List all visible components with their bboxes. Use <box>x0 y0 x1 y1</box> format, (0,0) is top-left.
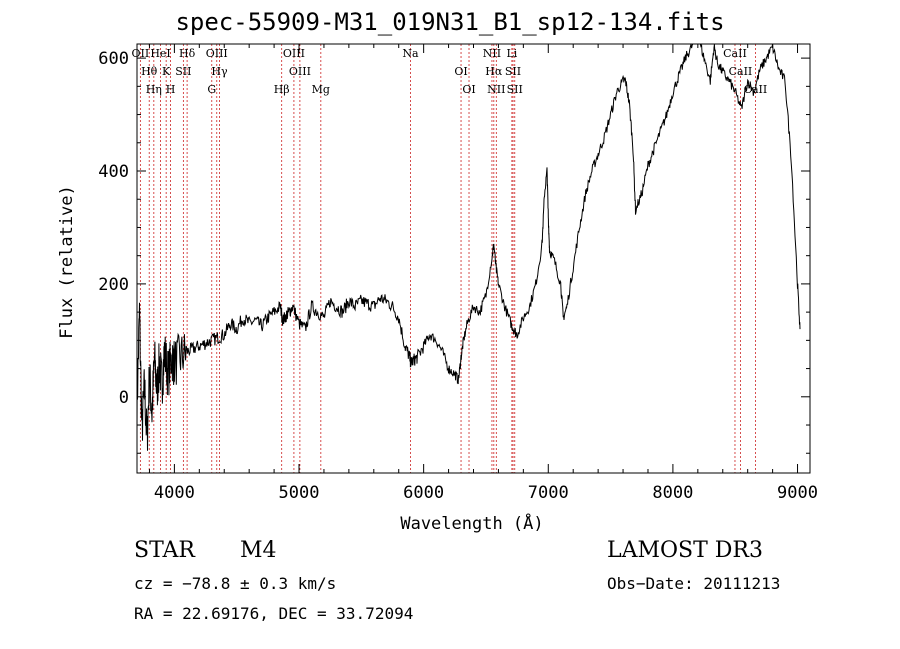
line-label-4: HeI <box>150 47 170 60</box>
line-label-23: SII <box>505 65 521 78</box>
line-label-16: Na <box>402 47 419 60</box>
flux-series-line <box>136 43 801 451</box>
emission-line-labels: OIIHθHηHeIKHHδSIIGOIIIHγHβOIIIOIIIMgNaOI… <box>132 47 768 96</box>
line-label-24: SII <box>507 83 523 96</box>
x-axis-label: Wavelength (Å) <box>400 512 543 534</box>
plot-frame <box>136 43 811 474</box>
line-label-25: CaII <box>723 47 747 60</box>
line-label-3: Hη <box>146 83 162 96</box>
line-label-20: Hα <box>485 65 503 78</box>
x-tick-label-5000: 5000 <box>279 483 320 503</box>
y-axis-label: Flux (relative) <box>57 185 77 339</box>
line-label-7: Hδ <box>179 47 196 60</box>
redshift-velocity: cz = −78.8 ± 0.3 km/s <box>134 574 337 593</box>
y-axis-ticks: 0 200 400 600 <box>98 49 810 454</box>
line-label-8: SII <box>175 65 191 78</box>
y-tick-label-200: 200 <box>98 275 129 295</box>
line-label-22: Li <box>506 47 517 60</box>
x-tick-label-4000: 4000 <box>154 483 195 503</box>
y-tick-label-400: 400 <box>98 162 129 182</box>
line-label-17: OI <box>454 65 467 78</box>
x-tick-label-8000: 8000 <box>652 483 693 503</box>
y-tick-label-0: 0 <box>119 388 129 408</box>
y-tick-label-600: 600 <box>98 49 129 69</box>
object-subclass: M4 <box>240 538 277 563</box>
line-label-21: NII <box>487 83 505 96</box>
x-tick-label-7000: 7000 <box>528 483 569 503</box>
object-class: STAR <box>134 538 195 563</box>
chart-title: spec-55909-M31_019N31_B1_sp12-134.fits <box>175 8 725 36</box>
line-label-26: CaII <box>729 65 753 78</box>
survey-name: LAMOST DR3 <box>607 538 763 563</box>
line-label-2: Hθ <box>141 65 158 78</box>
x-axis-ticks: 4000 5000 6000 7000 8000 9000 <box>148 44 818 503</box>
line-label-18: OI <box>462 83 475 96</box>
x-tick-label-9000: 9000 <box>777 483 818 503</box>
line-label-11: Hγ <box>211 65 228 78</box>
line-label-12: Hβ <box>274 83 290 96</box>
x-tick-label-6000: 6000 <box>403 483 444 503</box>
line-label-5: K <box>162 65 171 78</box>
line-label-10: OIII <box>206 47 228 60</box>
line-label-6: H <box>166 83 176 96</box>
line-label-19: NII <box>483 47 501 60</box>
observation-date: Obs−Date: 20111213 <box>607 574 781 593</box>
line-label-15: Mg <box>312 83 330 96</box>
coordinates-radec: RA = 22.69176, DEC = 33.72094 <box>134 604 414 623</box>
emission-line-markers <box>139 44 756 473</box>
line-label-14: OIII <box>289 65 311 78</box>
line-label-9: G <box>207 83 216 96</box>
line-label-1: OII <box>132 47 150 60</box>
line-label-13: OIII <box>283 47 305 60</box>
